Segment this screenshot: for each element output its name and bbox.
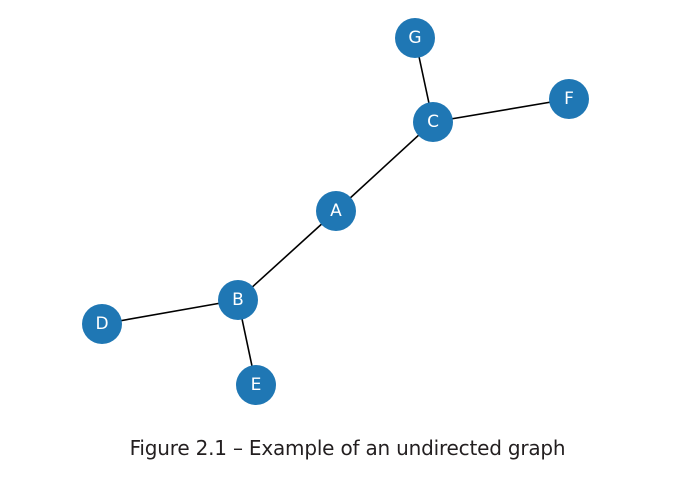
edge-b-d [101, 299, 239, 325]
undirected-graph-diagram: A B C D E F G [82, 18, 589, 405]
figure-caption: Figure 2.1 – Example of an undirected gr… [129, 436, 566, 460]
node-circle [82, 304, 122, 344]
node-c: C [413, 102, 453, 142]
node-g: G [395, 18, 435, 58]
node-layer: A B C D E F G [82, 18, 589, 405]
node-e: E [236, 365, 276, 405]
node-circle [316, 191, 356, 231]
edge-c-f [432, 98, 570, 123]
edge-a-b [237, 210, 337, 301]
node-d: D [82, 304, 122, 344]
node-label: F [564, 89, 574, 109]
node-circle [236, 365, 276, 405]
node-label: G [408, 28, 421, 48]
node-label: A [330, 201, 342, 221]
node-circle [413, 102, 453, 142]
node-circle [218, 280, 258, 320]
node-label: E [251, 375, 262, 395]
node-f: F [549, 79, 589, 119]
edge-a-c [335, 121, 434, 212]
node-a: A [316, 191, 356, 231]
node-label: D [95, 314, 108, 334]
node-circle [549, 79, 589, 119]
node-label: C [427, 112, 439, 132]
node-b: B [218, 280, 258, 320]
node-label: B [232, 290, 244, 310]
node-circle [395, 18, 435, 58]
